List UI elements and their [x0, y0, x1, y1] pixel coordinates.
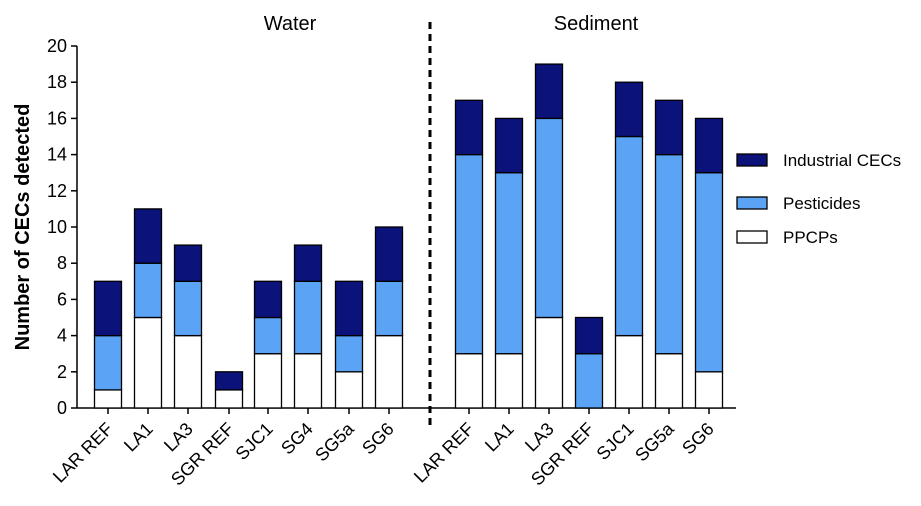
bar-segment-ppcps [694, 371, 724, 409]
bar-segment-ppcps [454, 353, 484, 409]
bar-segment-industrial-cecs [574, 316, 604, 355]
bar-segment-industrial-cecs [614, 81, 644, 138]
x-tick-label: SG6 [358, 419, 398, 459]
bar-segment-pesticides [694, 172, 724, 373]
y-tick-label: 8 [57, 253, 67, 273]
bar-segment-industrial-cecs [374, 226, 404, 282]
x-tick-label: LAR REF [410, 419, 478, 487]
x-tick-label: SG5a [631, 418, 678, 465]
bar-segment-ppcps [173, 334, 203, 409]
panel-title: Sediment [554, 13, 639, 35]
bar-segment-ppcps [334, 371, 364, 409]
bar-segment-pesticides [173, 280, 203, 337]
bar-segment-pesticides [614, 135, 644, 337]
y-tick-label: 0 [57, 398, 67, 418]
bar-segment-ppcps [293, 353, 323, 409]
bar-segment-industrial-cecs [494, 117, 524, 174]
x-tick-label: SJC1 [593, 419, 638, 464]
bar-segment-ppcps [534, 316, 564, 409]
legend-label: PPCPs [783, 228, 838, 247]
x-tick-label: SG5a [311, 418, 358, 465]
y-tick-label: 10 [47, 217, 67, 237]
bar-segment-pesticides [654, 153, 684, 355]
y-tick-label: 18 [47, 72, 67, 92]
bar-segment-industrial-cecs [93, 280, 123, 337]
y-tick-label: 14 [47, 145, 67, 165]
bar-segment-ppcps [214, 389, 244, 409]
x-tick-label: SJC1 [232, 419, 277, 464]
bar-segment-industrial-cecs [334, 280, 364, 337]
bar-segment-industrial-cecs [173, 244, 203, 282]
x-tick-label: LA1 [481, 419, 518, 456]
bar-segment-pesticides [574, 353, 604, 409]
bar-segment-pesticides [293, 280, 323, 355]
y-tick-label: 12 [47, 181, 67, 201]
y-tick-label: 16 [47, 108, 67, 128]
y-tick-label: 4 [57, 326, 67, 346]
legend-swatch-industrial-cecs [736, 153, 768, 167]
panel-title: Water [264, 13, 317, 35]
x-tick-label: SG6 [678, 419, 718, 459]
bar-segment-pesticides [334, 334, 364, 373]
bar-segment-industrial-cecs [534, 63, 564, 120]
bar-segment-industrial-cecs [214, 371, 244, 391]
bar-segment-pesticides [93, 334, 123, 391]
bar-segment-pesticides [374, 280, 404, 337]
bar-segment-ppcps [374, 334, 404, 409]
bar-segment-ppcps [253, 353, 283, 409]
bar-segment-pesticides [454, 153, 484, 355]
bar-segment-industrial-cecs [253, 280, 283, 319]
bar-segment-ppcps [614, 334, 644, 409]
y-tick-label: 6 [57, 289, 67, 309]
legend-label: Industrial CECs [783, 151, 901, 170]
bar-segment-ppcps [133, 316, 163, 409]
y-tick-label: 2 [57, 362, 67, 382]
bar-segment-industrial-cecs [454, 99, 484, 156]
y-axis-label: Number of CECs detected [12, 104, 34, 351]
legend-swatch-ppcps [736, 230, 768, 244]
x-tick-label: LA1 [120, 419, 157, 456]
bar-segment-ppcps [654, 353, 684, 409]
bar-segment-ppcps [494, 353, 524, 409]
bar-segment-industrial-cecs [694, 117, 724, 174]
y-tick-label: 20 [47, 36, 67, 56]
bar-segment-pesticides [253, 316, 283, 355]
bar-segment-pesticides [534, 117, 564, 319]
x-tick-label: LAR REF [49, 419, 117, 487]
legend-label: Pesticides [783, 194, 860, 213]
bar-segment-industrial-cecs [293, 244, 323, 282]
bar-segment-industrial-cecs [654, 99, 684, 156]
legend-swatch-pesticides [736, 196, 768, 210]
bar-segment-ppcps [93, 389, 123, 409]
bar-segment-pesticides [494, 172, 524, 355]
bar-segment-pesticides [133, 262, 163, 319]
bar-segment-industrial-cecs [133, 208, 163, 264]
